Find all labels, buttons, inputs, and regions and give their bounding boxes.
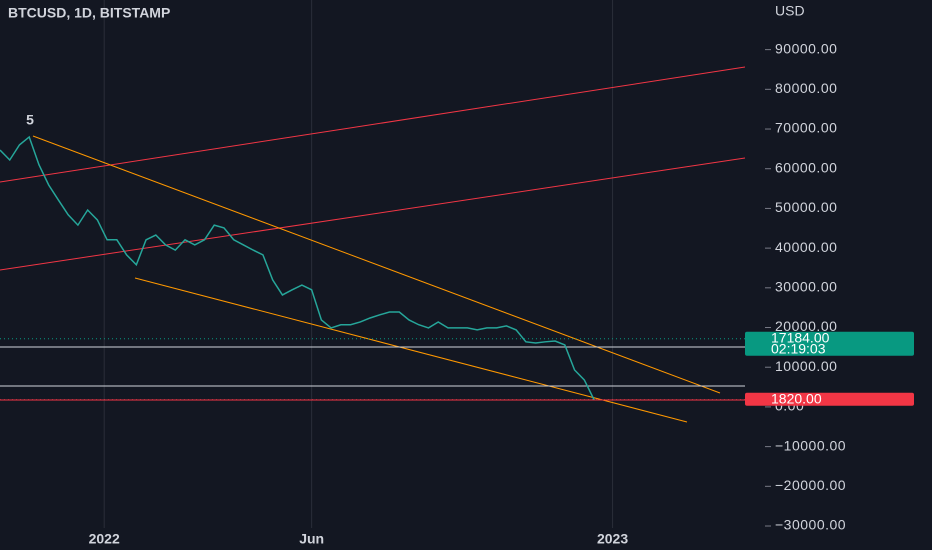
y-unit: USD xyxy=(775,3,805,19)
y-tick-label: −30000.00 xyxy=(775,517,846,533)
y-tick-label: 60000.00 xyxy=(775,159,837,175)
y-tick-label: 70000.00 xyxy=(775,120,837,136)
price-tag xyxy=(745,331,914,356)
price-tag xyxy=(745,392,914,406)
price-tag-label: 1820.00 xyxy=(771,390,822,406)
price-tag-label: 17184.00 xyxy=(771,329,830,345)
y-tick-label: 20000.00 xyxy=(775,318,837,334)
grid xyxy=(103,0,614,528)
price-line xyxy=(0,135,595,401)
x-tick-label: 2023 xyxy=(597,531,628,547)
y-tick-label: 10000.00 xyxy=(775,358,837,374)
y-tick-label: 50000.00 xyxy=(775,199,837,215)
y-tick-label: 40000.00 xyxy=(775,239,837,255)
y-tick-label: −20000.00 xyxy=(775,477,846,493)
y-tick-label: 90000.00 xyxy=(775,40,837,56)
y-tick-label: 30000.00 xyxy=(775,279,837,295)
red-trendline xyxy=(0,66,746,183)
x-tick-label: 2022 xyxy=(89,531,120,547)
orange-trendline xyxy=(134,277,688,423)
y-tick-label: −10000.00 xyxy=(775,437,846,453)
price-tag-countdown: 02:19:03 xyxy=(771,340,826,356)
y-tick-label: 80000.00 xyxy=(775,80,837,96)
x-tick-label: Jun xyxy=(299,531,324,547)
orange-trendline xyxy=(32,135,721,394)
chart-title: BTCUSD, 1D, BITSTAMP xyxy=(8,5,170,21)
wave-label: 5 xyxy=(26,112,34,128)
